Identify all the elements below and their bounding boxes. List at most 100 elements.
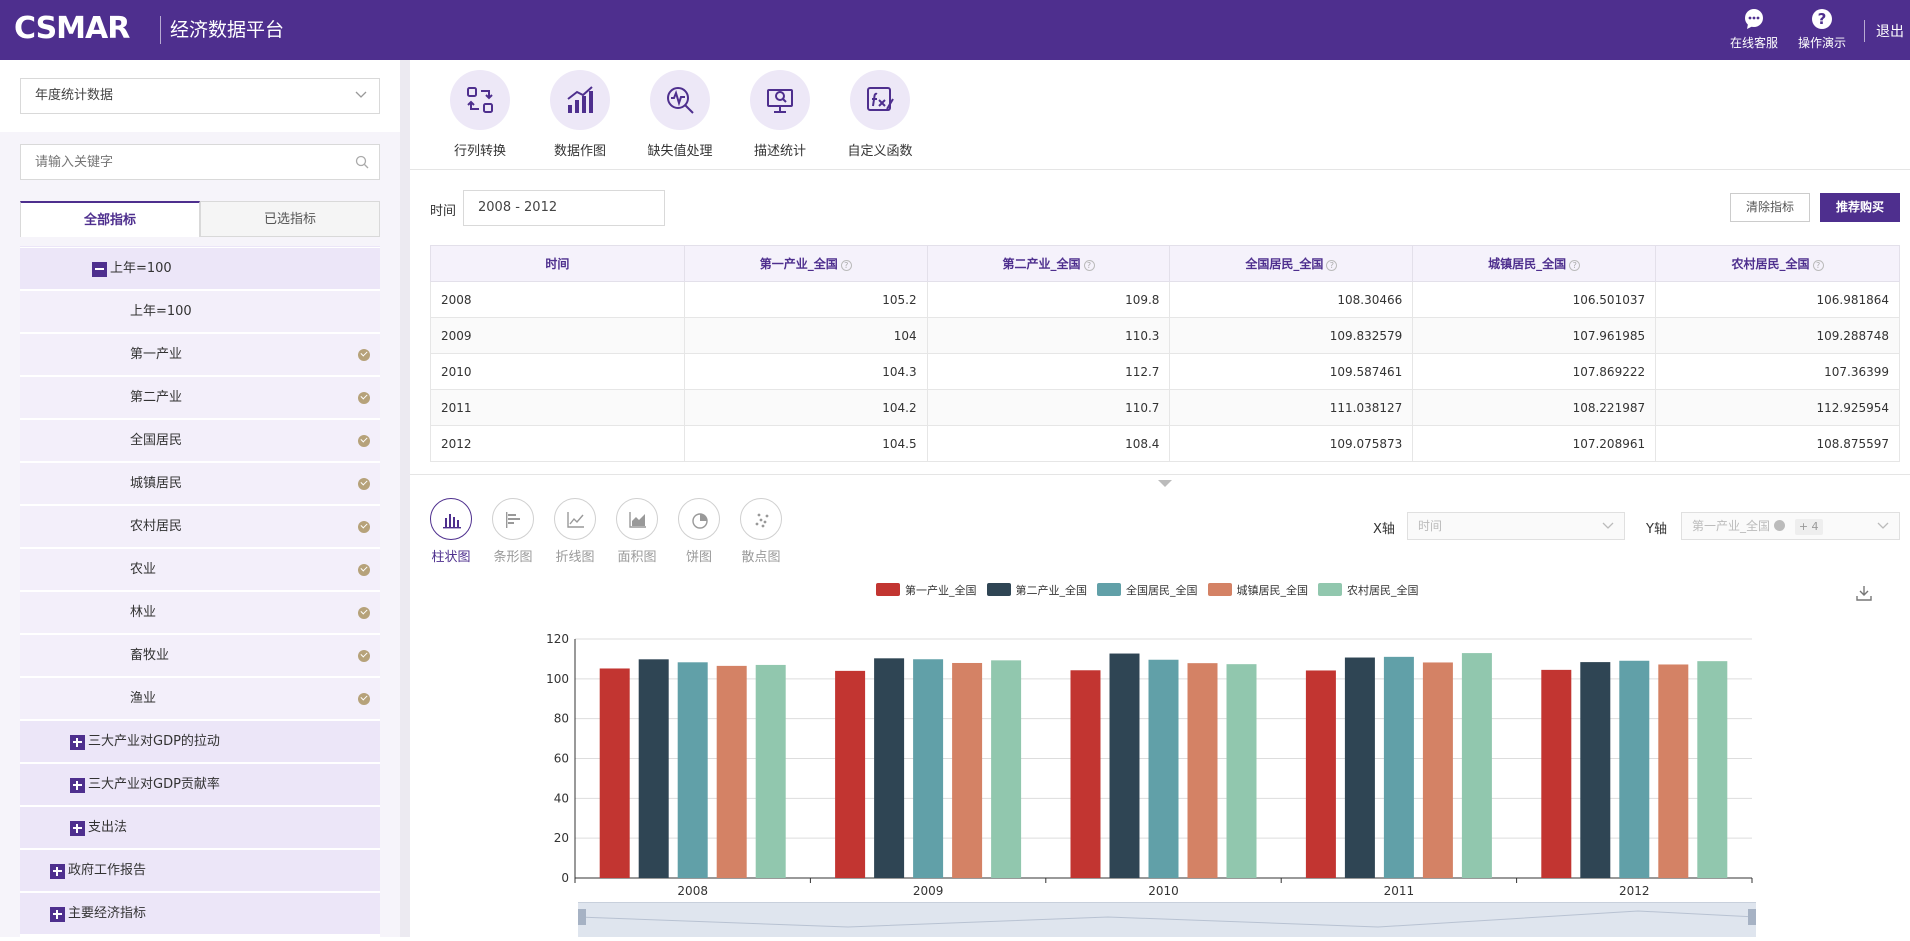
online-service-label: 在线客服 (1729, 36, 1778, 50)
chart-type-area[interactable]: 面积图 (612, 498, 662, 565)
plot-tool-button[interactable]: 数据作图 (530, 70, 630, 159)
logout-link[interactable]: 退出 (1876, 24, 1904, 40)
tree-item[interactable]: 城镇居民 (20, 463, 380, 505)
selected-check-icon (358, 607, 370, 619)
tree-item[interactable]: 政府工作报告 (20, 850, 380, 892)
tree-item-label: 全国居民 (130, 433, 183, 448)
info-icon[interactable]: ? (1083, 260, 1095, 271)
expand-icon[interactable] (70, 778, 85, 793)
search-icon[interactable] (355, 155, 369, 169)
bar (991, 660, 1022, 878)
table-cell: 107.869222 (1412, 353, 1657, 390)
remove-tag-icon[interactable] (1774, 520, 1786, 531)
legend-item[interactable]: 城镇居民_全国 (1207, 582, 1308, 598)
tab-selected-indicators[interactable]: 已选指标 (200, 201, 380, 237)
tree-item[interactable]: 农村居民 (20, 506, 380, 548)
table-cell: 107.961985 (1412, 317, 1657, 354)
tree-item[interactable]: 主要经济指标 (20, 893, 380, 935)
tree-item[interactable]: 三大产业对GDP贡献率 (20, 764, 380, 806)
demo-label: 操作演示 (1797, 36, 1846, 50)
legend-item[interactable]: 全国居民_全国 (1097, 582, 1198, 598)
expand-icon[interactable] (50, 864, 65, 879)
time-range-label: 时间 (430, 204, 457, 219)
column-header[interactable]: 城镇居民_全国? (1412, 245, 1657, 282)
column-header[interactable]: 全国居民_全国? (1169, 245, 1414, 282)
dataset-select[interactable]: 年度统计数据 (20, 78, 380, 114)
statistics-tool-button[interactable]: 描述统计 (730, 70, 830, 159)
x-axis-select[interactable]: 时间 (1407, 512, 1625, 540)
column-header[interactable]: 时间 (430, 245, 685, 282)
legend-item[interactable]: 农村居民_全国 (1318, 582, 1419, 598)
tree-item[interactable]: 第二产业 (20, 377, 380, 419)
y-axis-more-tag: + 4 (1794, 519, 1823, 535)
demo-button[interactable]: ? 操作演示 (1792, 8, 1852, 51)
chart-type-pie[interactable]: 饼图 (674, 498, 724, 565)
table-cell: 2009 (430, 317, 685, 354)
collapse-table-icon[interactable] (1158, 480, 1172, 487)
time-range-input[interactable]: 2008 - 2012 (463, 190, 665, 226)
column-header-label: 第二产业_全国 (1002, 257, 1081, 271)
tree-item[interactable]: 畜牧业 (20, 635, 380, 677)
table-cell: 108.4 (926, 425, 1171, 462)
column-header[interactable]: 第一产业_全国? (683, 245, 928, 282)
legend-item[interactable]: 第二产业_全国 (986, 582, 1087, 598)
tree-item[interactable]: 上年=100 (20, 291, 380, 333)
tree-item[interactable]: 第一产业 (20, 334, 380, 376)
column-header[interactable]: 农村居民_全国? (1655, 245, 1900, 282)
chart-type-horizontal-bar[interactable]: 条形图 (488, 498, 538, 565)
table-row[interactable]: 2012 104.5 108.4 109.075873 107.208961 108.87… (430, 425, 1900, 462)
collapse-icon[interactable] (92, 262, 107, 277)
tree-item[interactable]: 支出法 (20, 807, 380, 849)
expand-icon[interactable] (70, 821, 85, 836)
tree-item-label: 主要经济指标 (68, 906, 147, 921)
table-row[interactable]: 2008 105.2 109.8 108.30466 106.501037 106.981… (430, 281, 1900, 318)
tree-item[interactable]: 全国居民 (20, 420, 380, 462)
bar (599, 668, 630, 878)
scatter-chart-icon (740, 498, 782, 540)
y-tick-label: 100 (546, 672, 569, 686)
table-cell: 109.075873 (1169, 425, 1414, 462)
online-service-button[interactable]: 在线客服 (1724, 8, 1784, 51)
chart-type-scatter[interactable]: 散点图 (736, 498, 786, 565)
chart-type-bar[interactable]: 柱状图 (426, 498, 476, 565)
bar (1344, 657, 1375, 878)
tree-item[interactable]: 农业 (20, 549, 380, 591)
y-axis-select[interactable]: 第一产业_全国 + 4 (1681, 512, 1900, 540)
tree-item[interactable]: 上年=100 (20, 248, 380, 290)
legend-item[interactable]: 第一产业_全国 (876, 582, 977, 598)
recommend-purchase-button[interactable]: 推荐购买 (1820, 193, 1900, 222)
chart-zoom-slider[interactable] (577, 902, 1757, 937)
table-row[interactable]: 2010 104.3 112.7 109.587461 107.869222 107.36… (430, 353, 1900, 390)
keyword-search-input[interactable] (35, 145, 335, 179)
info-icon[interactable]: ? (1812, 260, 1824, 271)
info-icon[interactable]: ? (840, 260, 852, 271)
csmar-logo[interactable]: CSMAR (14, 11, 130, 46)
missing-value-tool-button[interactable]: 缺失值处理 (630, 70, 730, 159)
bar (835, 670, 866, 878)
table-row[interactable]: 2009 104 110.3 109.832579 107.961985 109.2887… (430, 317, 1900, 354)
pie-chart-icon (678, 498, 720, 540)
table-row[interactable]: 2011 104.2 110.7 111.038127 108.221987 112.92… (430, 389, 1900, 426)
table-cell: 107.208961 (1412, 425, 1657, 462)
info-icon[interactable]: ? (1326, 260, 1338, 271)
tree-item[interactable]: 渔业 (20, 678, 380, 720)
info-icon[interactable]: ? (1569, 260, 1581, 271)
bar-chart: 0 20 40 60 80 100 120 2008 2009 2010 2011 2012 (546, 632, 1753, 898)
tree-item-label: 农村居民 (130, 519, 183, 534)
sidebar-splitter[interactable] (400, 60, 410, 937)
legend-swatch (1318, 583, 1342, 596)
top-navigation-bar: CSMAR 经济数据平台 在线客服 ? 操作演示 退出 (0, 0, 1910, 60)
selected-check-icon (358, 650, 370, 662)
download-icon[interactable] (1856, 585, 1872, 601)
tree-item[interactable]: 三大产业对GDP的拉动 (20, 721, 380, 763)
transpose-tool-button[interactable]: 行列转换 (430, 70, 530, 159)
chart-type-line[interactable]: 折线图 (550, 498, 600, 565)
clear-indicators-button[interactable]: 清除指标 (1730, 193, 1810, 222)
tree-item[interactable]: 林业 (20, 592, 380, 634)
expand-icon[interactable] (70, 735, 85, 750)
column-header[interactable]: 第二产业_全国? (926, 245, 1171, 282)
table-cell: 112.7 (926, 353, 1171, 390)
expand-icon[interactable] (50, 907, 65, 922)
custom-function-tool-button[interactable]: 自定义函数 (830, 70, 930, 159)
tab-all-indicators[interactable]: 全部指标 (20, 201, 200, 237)
